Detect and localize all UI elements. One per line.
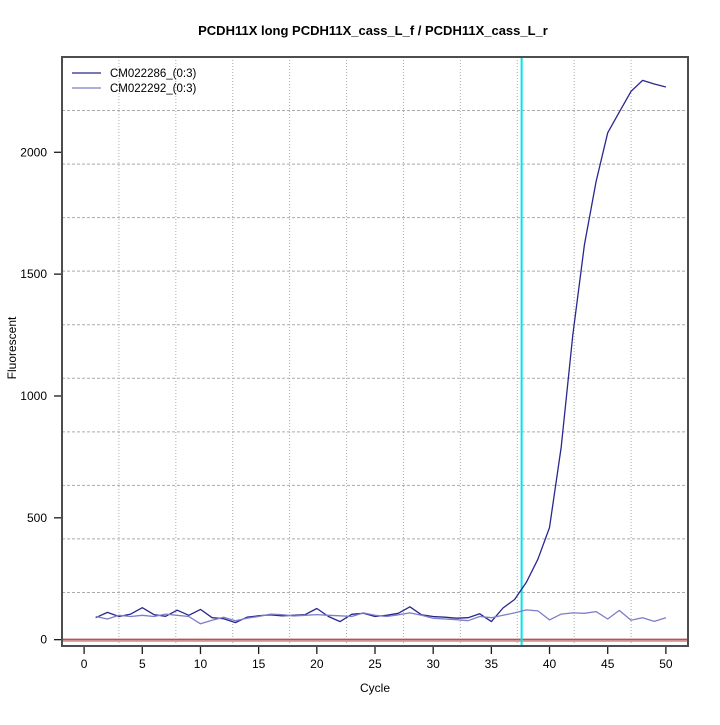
x-tick-label: 20	[310, 657, 324, 671]
x-axis-label: Cycle	[360, 681, 390, 695]
legend: CM022286_(0:3) CM022292_(0:3)	[72, 68, 196, 95]
y-axis-label: Fluorescent	[5, 316, 19, 379]
plot-panel-border	[61, 56, 689, 647]
x-tick-label: 15	[252, 657, 266, 671]
x-tick-label: 30	[426, 657, 440, 671]
y-tick-label: 1000	[20, 389, 47, 403]
series-line-CM022292_(0:3)	[95, 609, 667, 625]
x-tick-label: 10	[194, 657, 208, 671]
series-line-CM022286_(0:3)	[95, 79, 667, 624]
reference-line-layer	[62, 57, 688, 646]
series-layer	[95, 79, 667, 625]
y-tick-label: 2000	[20, 145, 47, 159]
x-tick-label: 50	[659, 657, 673, 671]
y-tick-label: 500	[27, 511, 47, 525]
x-tick-label: 25	[368, 657, 382, 671]
x-tick-label: 35	[485, 657, 499, 671]
x-tick-label: 40	[543, 657, 557, 671]
axis-tick-layer: 0 500 1000 1500 2000 0 5 10 15 20 25 30 35 40 45 50	[20, 145, 673, 671]
legend-label-series1: CM022286_(0:3)	[110, 68, 196, 80]
legend-label-series2: CM022292_(0:3)	[110, 83, 196, 95]
x-tick-label: 5	[139, 657, 146, 671]
grid-layer	[62, 57, 688, 646]
x-tick-label: 45	[601, 657, 615, 671]
y-tick-label: 0	[40, 633, 47, 647]
x-tick-label: 0	[81, 657, 88, 671]
y-tick-label: 1500	[20, 267, 47, 281]
chart-title: PCDH11X long PCDH11X_cass_L_f / PCDH11X_…	[198, 23, 548, 38]
